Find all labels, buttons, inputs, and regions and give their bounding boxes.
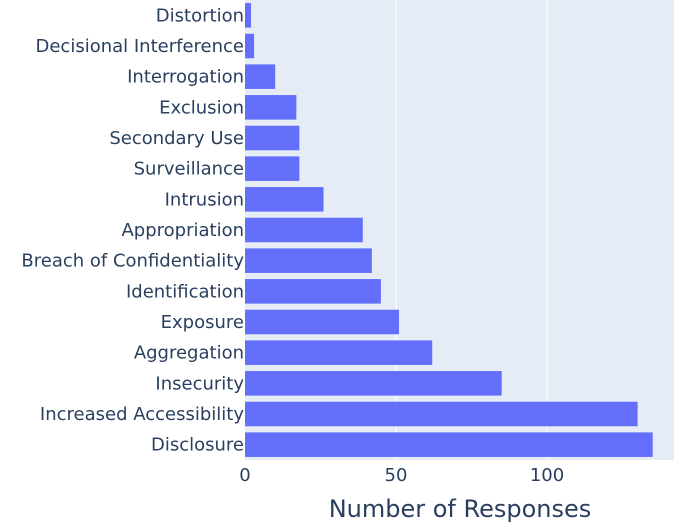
x-tick-label: 100 [530,465,564,486]
bar-exposure [245,309,400,335]
y-tick-label: Distortion [156,5,244,26]
y-tick-label: Secondary Use [109,128,244,149]
y-tick-label: Surveillance [134,159,244,180]
bar-exclusion [245,95,297,120]
bar-breach-of-confidentiality [245,248,372,273]
y-tick-label: Intrusion [165,189,244,210]
y-tick-label: Decisional Interference [35,36,244,57]
bar-disclosure [245,432,653,457]
bar-decisional-interference [245,33,255,59]
y-tick-label: Appropriation [121,220,244,241]
bar-identification [245,279,381,304]
y-tick-label: Exposure [161,312,244,333]
y-tick-label: Insecurity [155,373,244,394]
bars [245,3,653,457]
bar-intrusion [245,187,324,212]
x-axis-title: Number of Responses [329,495,592,522]
x-tick-label: 50 [385,465,408,486]
y-tick-label: Aggregation [134,343,244,364]
bar-insecurity [245,371,502,396]
x-tick-label: 0 [239,465,250,486]
y-tick-label: Disclosure [151,435,244,456]
bar-interrogation [245,64,276,89]
bar-increased-accessibility [245,401,638,427]
y-tick-label: Exclusion [159,97,244,118]
y-tick-labels: Distortion Decisional Interference Interro… [21,5,244,455]
y-tick-label: Breach of Confidentiality [21,251,244,272]
bar-secondary-use [245,125,300,151]
y-tick-label: Increased Accessibility [40,404,244,425]
y-tick-label: Identification [126,281,244,302]
bar-aggregation [245,340,433,365]
bar-distortion [245,3,252,28]
bar-appropriation [245,217,363,243]
bar-surveillance [245,156,300,181]
y-tick-label: Interrogation [127,67,244,88]
x-tick-labels: 0 50 100 [239,465,564,486]
